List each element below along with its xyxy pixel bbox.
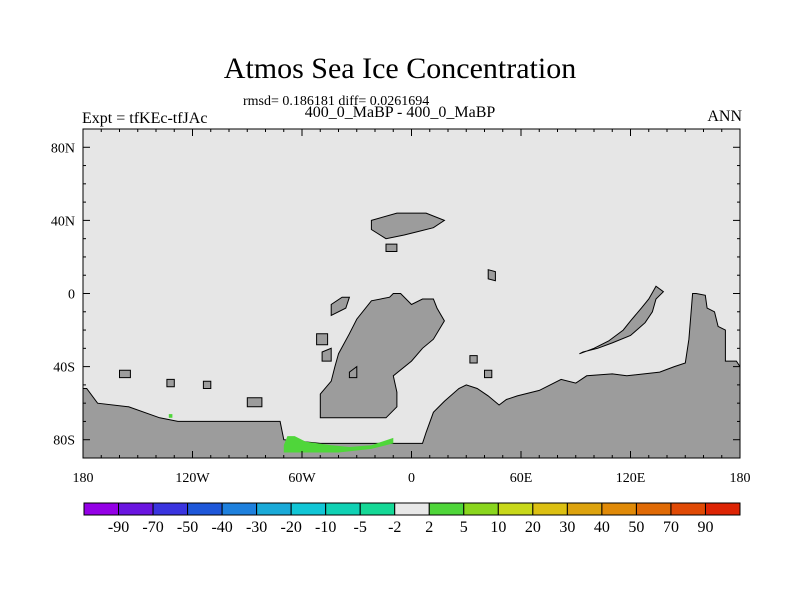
x-tick-label: 180: [730, 471, 751, 486]
x-tick-label: 60E: [510, 471, 533, 486]
colorbar-label: -70: [142, 519, 163, 536]
y-tick-label: 80N: [51, 141, 75, 156]
colorbar-label: -40: [211, 519, 232, 536]
colorbar-label: -5: [354, 519, 367, 536]
colorbar-swatch: [670, 502, 706, 516]
colorbar-swatch: [497, 502, 534, 516]
experiment-label: Expt = tfKEc-tfJAc: [82, 110, 208, 127]
colorbar-swatch: [83, 502, 120, 516]
land-region: [319, 293, 445, 419]
colorbar-swatch: [394, 502, 430, 516]
x-axis: 180 120W 60W 0 60E 120E 180: [73, 129, 751, 486]
land-region: [484, 369, 493, 379]
chart-subtitle: 400_0_MaBP - 400_0_MaBP: [304, 104, 496, 121]
colorbar-swatch: [566, 502, 603, 516]
y-tick-label: 40S: [53, 361, 75, 376]
colorbar-label: -20: [280, 519, 301, 536]
colorbar-label: 70: [663, 519, 679, 536]
chart-title: Atmos Sea Ice Concentration: [223, 52, 577, 85]
colorbar-label: -30: [246, 519, 267, 536]
colorbar-label: 90: [697, 519, 713, 536]
land-region: [385, 243, 398, 252]
x-tick-label: 120E: [616, 471, 646, 486]
colorbar-swatch: [290, 502, 327, 516]
colorbar-swatch: [428, 502, 465, 516]
colorbar-swatch: [704, 502, 741, 516]
colorbar-label: 50: [628, 519, 644, 536]
season-label: ANN: [707, 108, 742, 125]
colorbar-label: -2: [388, 519, 401, 536]
land-region: [119, 369, 131, 379]
colorbar-swatch: [359, 502, 396, 516]
stats-label: rmsd= 0.186181 diff= 0.0261694: [243, 94, 430, 109]
colorbar-swatch: [256, 502, 292, 516]
colorbar-swatch: [325, 502, 361, 516]
land-region: [348, 365, 358, 379]
sea-ice-anomaly-region: [168, 414, 173, 418]
colorbar-label: 30: [559, 519, 575, 536]
land-region: [469, 355, 478, 364]
sea-ice-anomaly-region: [283, 436, 394, 453]
land-region: [579, 285, 665, 355]
colorbar-swatch: [601, 502, 637, 516]
land-region: [202, 380, 212, 389]
land-region: [330, 296, 351, 317]
colorbar-swatch: [221, 502, 258, 516]
land-region: [487, 269, 496, 282]
land-region: [321, 347, 332, 362]
y-tick-label: 40N: [51, 214, 75, 229]
x-tick-label: 0: [408, 471, 415, 486]
colorbar-label: 5: [460, 519, 468, 536]
y-tick-label: 80S: [53, 434, 75, 449]
x-tick-label: 180: [73, 471, 94, 486]
x-tick-label: 60W: [288, 471, 316, 486]
colorbar-label: 2: [425, 519, 433, 536]
colorbar: -90 -70 -50 -40 -30 -20 -10 -5 -2 2 5 10 20 30 40 50 70 9…: [83, 502, 741, 536]
land-region: [166, 378, 175, 388]
land-region: [316, 333, 329, 346]
land-layer: [82, 212, 741, 459]
colorbar-swatch: [532, 502, 568, 516]
colorbar-swatch: [152, 502, 189, 516]
land-region: [246, 397, 263, 408]
x-tick-label: 120W: [175, 471, 210, 486]
y-axis: 80N 40N 0 40S 80S: [51, 128, 740, 459]
colorbar-swatch: [635, 502, 672, 516]
colorbar-label: 10: [490, 519, 506, 536]
land-region: [370, 212, 446, 240]
colorbar-label: -10: [315, 519, 336, 536]
colorbar-swatch: [187, 502, 223, 516]
colorbar-label: 20: [525, 519, 541, 536]
colorbar-swatch: [463, 502, 499, 516]
land-region: [82, 293, 741, 459]
colorbar-swatch: [118, 502, 154, 516]
colorbar-label: -90: [108, 519, 129, 536]
y-tick-label: 0: [68, 288, 75, 303]
anomaly-layer: [168, 414, 394, 453]
colorbar-label: 40: [594, 519, 610, 536]
colorbar-label: -50: [177, 519, 198, 536]
